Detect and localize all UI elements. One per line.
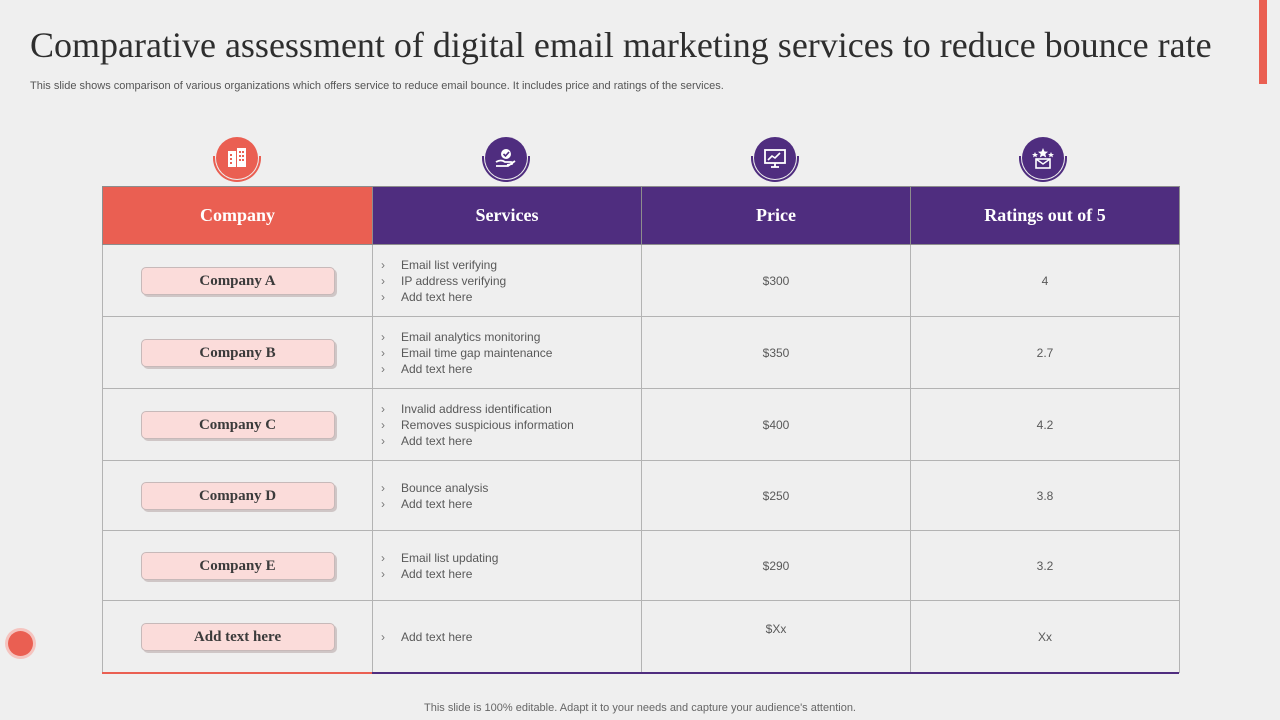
header-services: Services: [372, 186, 642, 245]
services-cell: Email list verifying IP address verifyin…: [372, 244, 642, 317]
rating-cell: 4: [910, 244, 1180, 317]
rating-cell: 2.7: [910, 316, 1180, 389]
table-row: Company A Email list verifying IP addres…: [102, 244, 1180, 317]
service-item: Invalid address identification: [381, 401, 641, 417]
accent-bar: [1259, 0, 1267, 84]
company-cell: Company A: [102, 244, 373, 317]
table-header-row: Company Services Price Ratings out of 5: [102, 186, 1180, 245]
service-item: Email time gap maintenance: [381, 345, 641, 361]
decorative-dot: [8, 631, 33, 656]
slide-subtitle: This slide shows comparison of various o…: [30, 80, 724, 92]
services-list: Email list verifying IP address verifyin…: [373, 257, 641, 305]
rating-cell: 3.8: [910, 460, 1180, 531]
company-label: Company B: [140, 338, 335, 367]
header-price: Price: [641, 186, 911, 245]
company-label: Add text here: [140, 622, 335, 651]
rating-stars-icon: [1019, 137, 1067, 182]
services-list: Email list updating Add text here: [373, 550, 641, 582]
service-item: Email list updating: [381, 550, 641, 566]
table-row: Company C Invalid address identification…: [102, 388, 1180, 461]
building-icon: [213, 137, 261, 182]
service-item: Add text here: [381, 433, 641, 449]
service-item: Add text here: [381, 566, 641, 582]
table-row: Company D Bounce analysis Add text here …: [102, 460, 1180, 531]
service-item: IP address verifying: [381, 273, 641, 289]
service-item: Add text here: [381, 629, 641, 645]
table-row: Company B Email analytics monitoring Ema…: [102, 316, 1180, 389]
company-cell: Company C: [102, 388, 373, 461]
service-item: Add text here: [381, 496, 641, 512]
comparison-table: Company Services Price Ratings out of 5 …: [102, 186, 1180, 673]
service-item: Add text here: [381, 289, 641, 305]
company-label: Company D: [140, 481, 335, 510]
price-cell: $350: [641, 316, 911, 389]
services-list: Bounce analysis Add text here: [373, 480, 641, 512]
services-cell: Add text here: [372, 600, 642, 673]
company-cell: Company D: [102, 460, 373, 531]
company-label: Company A: [140, 266, 335, 295]
price-cell: $290: [641, 530, 911, 601]
company-cell: Company E: [102, 530, 373, 601]
rating-cell: Xx: [910, 600, 1180, 673]
table-row: Company E Email list updating Add text h…: [102, 530, 1180, 601]
services-cell: Bounce analysis Add text here: [372, 460, 642, 531]
service-item: Email list verifying: [381, 257, 641, 273]
presentation-chart-icon: [751, 137, 799, 182]
hand-badge-icon: [482, 137, 530, 182]
company-cell: Add text here: [102, 600, 373, 673]
table-bottom-rule: [102, 672, 1179, 674]
company-cell: Company B: [102, 316, 373, 389]
header-ratings: Ratings out of 5: [910, 186, 1180, 245]
price-cell: $250: [641, 460, 911, 531]
footer-note: This slide is 100% editable. Adapt it to…: [424, 702, 856, 714]
service-item: Add text here: [381, 361, 641, 377]
services-cell: Email analytics monitoring Email time ga…: [372, 316, 642, 389]
company-label: Company E: [140, 551, 335, 580]
header-company: Company: [102, 186, 373, 245]
services-cell: Invalid address identification Removes s…: [372, 388, 642, 461]
services-list: Email analytics monitoring Email time ga…: [373, 329, 641, 377]
table-row: Add text here Add text here $Xx Xx: [102, 600, 1180, 673]
service-item: Email analytics monitoring: [381, 329, 641, 345]
company-label: Company C: [140, 410, 335, 439]
rating-cell: 3.2: [910, 530, 1180, 601]
services-list: Add text here: [373, 629, 641, 645]
services-cell: Email list updating Add text here: [372, 530, 642, 601]
service-item: Removes suspicious information: [381, 417, 641, 433]
slide-title: Comparative assessment of digital email …: [30, 25, 1212, 65]
price-cell: $Xx: [641, 600, 911, 673]
service-item: Bounce analysis: [381, 480, 641, 496]
price-cell: $400: [641, 388, 911, 461]
services-list: Invalid address identification Removes s…: [373, 401, 641, 449]
rating-cell: 4.2: [910, 388, 1180, 461]
price-cell: $300: [641, 244, 911, 317]
